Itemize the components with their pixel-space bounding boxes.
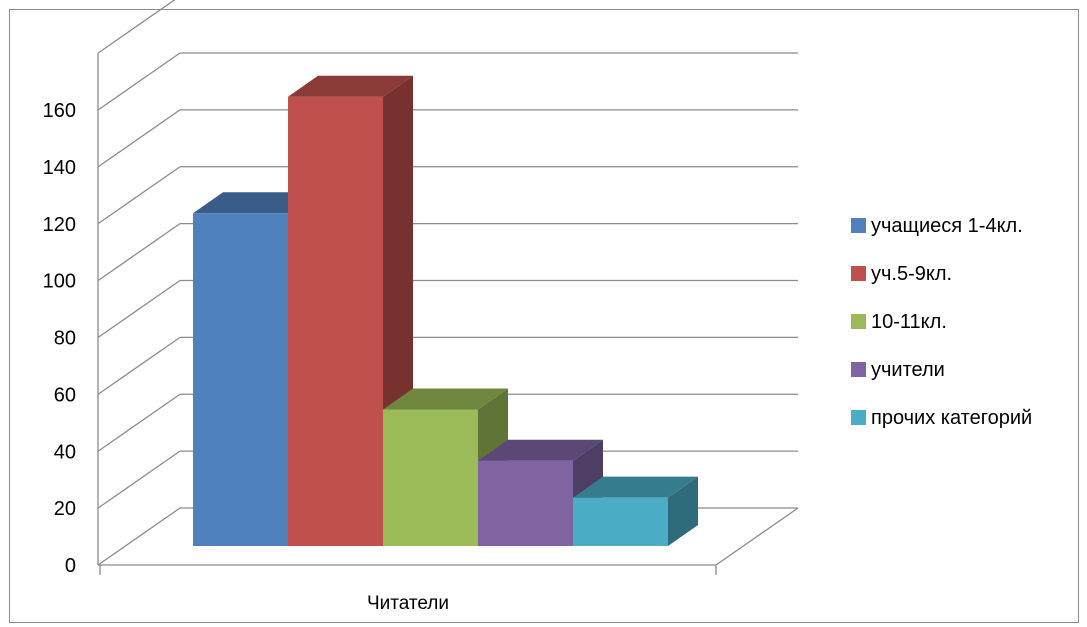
bar-top-face — [288, 75, 413, 97]
bar-top-face — [383, 388, 508, 410]
bar-front-face — [288, 96, 383, 546]
y-tick-label: 40 — [54, 441, 76, 463]
legend-swatch — [851, 218, 866, 233]
legend-swatch — [851, 362, 866, 377]
gridline-side — [97, 0, 176, 54]
legend-swatch — [851, 410, 866, 425]
y-tick-label: 0 — [65, 555, 76, 577]
legend-label: 10-11кл. — [871, 311, 947, 333]
legend-item: 10-11кл. — [851, 311, 947, 333]
bar-top-face — [478, 439, 603, 461]
legend-label: уч.5-9кл. — [871, 263, 952, 285]
bar — [573, 476, 698, 546]
y-tick-label: 20 — [54, 498, 76, 520]
y-tick-label: 120 — [43, 214, 76, 236]
bars — [193, 75, 698, 546]
bar-side-face — [668, 476, 698, 546]
gridline-side — [97, 279, 181, 339]
bar-front-face — [573, 497, 668, 546]
y-tick-label: 100 — [43, 271, 76, 293]
gridline-side — [97, 336, 181, 395]
bar-front-face — [478, 460, 573, 546]
bar-top-face — [193, 192, 318, 214]
legend-label: прочих категорий — [871, 407, 1032, 429]
legend-swatch — [851, 314, 866, 329]
legend-item: прочих категорий — [851, 407, 1032, 429]
gridline-side — [97, 223, 181, 282]
gridline-side — [97, 507, 181, 566]
x-category-label: Читатели — [367, 593, 449, 614]
legend-swatch — [851, 266, 866, 281]
y-axis-ticks: 0 20 40 60 80 100 120 140 160 — [43, 100, 76, 577]
x-axis: Читатели — [367, 593, 449, 614]
legend-item: учащиеся 1-4кл. — [851, 215, 1023, 237]
gridline-side — [97, 52, 181, 111]
bar-front-face — [383, 409, 478, 546]
chart-walls — [97, 53, 799, 575]
y-tick-label: 140 — [43, 157, 76, 179]
bar — [288, 75, 413, 546]
floor-right-edge — [715, 507, 799, 566]
gridline-side — [97, 450, 181, 509]
gridline-side — [97, 109, 181, 168]
bar-front-face — [193, 213, 288, 546]
legend-item: уч.5-9кл. — [851, 263, 952, 285]
legend: учащиеся 1-4кл. уч.5-9кл. 10-11кл. учители п… — [851, 215, 1032, 429]
y-tick-label: 80 — [54, 328, 76, 350]
legend-label: учащиеся 1-4кл. — [871, 215, 1023, 237]
y-tick-label: 160 — [43, 100, 76, 122]
y-tick-label: 60 — [54, 384, 76, 406]
gridline-side — [97, 166, 181, 225]
legend-label: учители — [871, 359, 945, 381]
gridline-side — [97, 393, 181, 452]
legend-item: учители — [851, 359, 945, 381]
bar-top-face — [573, 476, 698, 498]
